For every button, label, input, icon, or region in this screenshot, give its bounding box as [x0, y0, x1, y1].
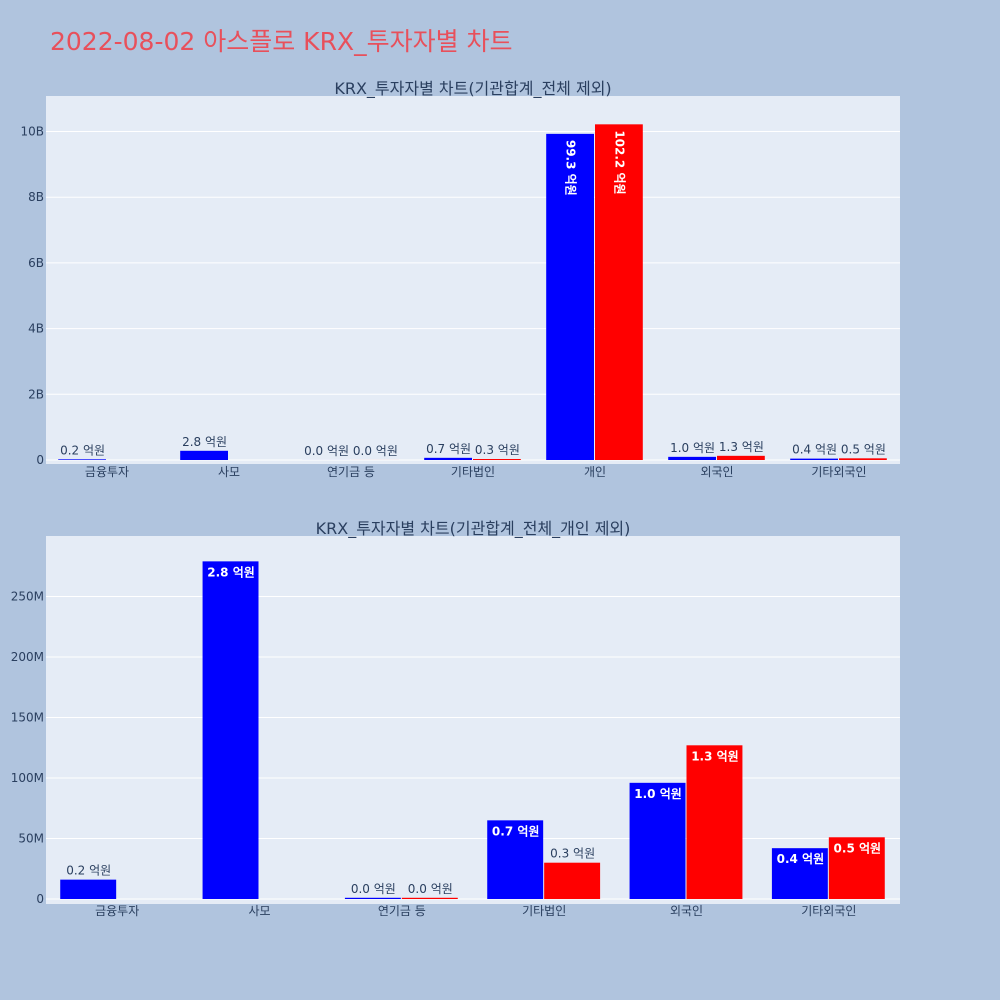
x-tick-label: 기타법인: [522, 904, 566, 918]
data-label: 0.3 억원: [475, 443, 520, 457]
bar: [344, 897, 401, 899]
y-tick-label: 4B: [28, 322, 44, 336]
bar: [595, 124, 643, 460]
chart-title: KRX_투자자별 차트(기관합계_전체_개인 제외): [316, 519, 631, 539]
chart-panel-2: 0 50M 100M 150M 200M 250M KRX_투자자별 차트(기관합계_전체_…: [11, 519, 900, 918]
bar: [686, 745, 743, 899]
data-label: 1.3 억원: [691, 749, 739, 763]
chart-panel-1: 0 2B 4B 6B 8B 10B KRX_투자자별 차트(기관합계_전체 제외) 금융투자 0…: [20, 79, 900, 479]
plot-area: [46, 536, 900, 904]
y-tick-label: 10B: [20, 125, 44, 139]
chart-title: KRX_투자자별 차트(기관합계_전체 제외): [334, 79, 611, 99]
data-label: 0.0 억원: [304, 444, 349, 458]
data-label: 0.2 억원: [60, 443, 105, 457]
bar: [546, 133, 594, 461]
data-label: 0.3 억원: [550, 847, 595, 861]
data-label: 2.8 억원: [182, 435, 227, 449]
x-tick-label: 외국인: [670, 904, 703, 918]
bar: [58, 459, 106, 460]
data-label: 1.0 억원: [634, 787, 682, 801]
data-label: 0.7 억원: [492, 824, 540, 838]
x-tick-label: 개인: [584, 465, 606, 479]
data-label: 0.2 억원: [66, 864, 111, 878]
data-label: 0.5 억원: [841, 442, 886, 456]
y-tick-label: 0: [36, 892, 44, 906]
bar: [424, 457, 472, 460]
x-tick-label: 사모: [218, 465, 240, 479]
data-label: 0.5 억원: [834, 841, 882, 855]
bar: [202, 561, 259, 899]
x-tick-label: 기타외국인: [811, 465, 866, 479]
data-label: 0.0 억원: [353, 444, 398, 458]
data-label: 0.4 억원: [792, 443, 837, 457]
bar: [180, 450, 228, 460]
data-label: 1.0 억원: [670, 441, 715, 455]
page-title: 2022-08-02 아스플로 KRX_투자자별 차트: [50, 27, 513, 56]
x-tick-label: 연기금 등: [378, 904, 426, 918]
y-tick-label: 0: [36, 453, 44, 467]
bar: [544, 862, 601, 899]
x-tick-label: 외국인: [700, 465, 733, 479]
bar: [839, 458, 887, 460]
data-label: 1.3 억원: [719, 440, 764, 454]
data-label: 2.8 억원: [207, 565, 255, 579]
y-tick-label: 6B: [28, 256, 44, 270]
data-label: 0.4 억원: [777, 852, 825, 866]
bar: [668, 456, 716, 460]
y-tick-label: 150M: [11, 710, 44, 724]
y-tick-label: 2B: [28, 387, 44, 401]
bar: [828, 837, 885, 899]
data-label: 0.0 억원: [351, 882, 396, 896]
bar: [771, 848, 828, 899]
bar: [60, 879, 117, 899]
data-label: 99.3 억원: [564, 140, 578, 196]
plot-area: [46, 96, 900, 464]
data-label: 102.2 억원: [612, 130, 626, 194]
bar: [717, 455, 765, 460]
x-tick-label: 금융투자: [95, 904, 139, 918]
bar: [401, 897, 458, 899]
bar: [629, 782, 686, 899]
y-tick-label: 8B: [28, 190, 44, 204]
y-tick-label: 200M: [11, 650, 44, 664]
y-tick-label: 50M: [18, 831, 44, 845]
bar: [487, 820, 544, 899]
bar: [473, 459, 521, 460]
x-tick-label: 기타외국인: [801, 904, 856, 918]
x-tick-label: 기타법인: [451, 465, 495, 479]
x-tick-label: 연기금 등: [327, 465, 375, 479]
x-tick-label: 사모: [248, 904, 270, 918]
data-label: 0.7 억원: [426, 442, 471, 456]
data-label: 0.0 억원: [408, 882, 453, 896]
x-tick-label: 금융투자: [85, 465, 129, 479]
y-tick-label: 250M: [11, 589, 44, 603]
y-tick-label: 100M: [11, 771, 44, 785]
bar: [790, 458, 838, 460]
